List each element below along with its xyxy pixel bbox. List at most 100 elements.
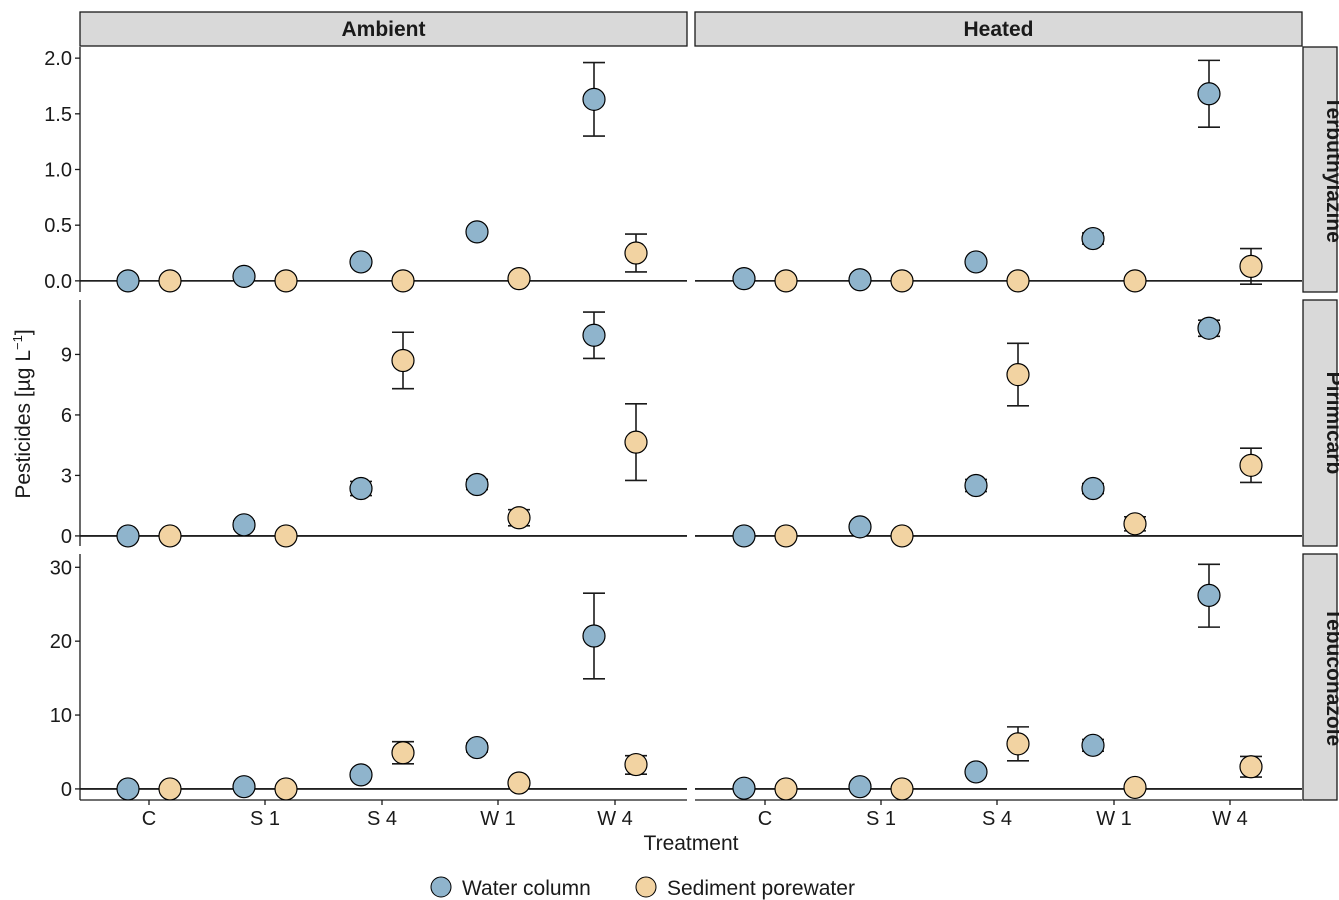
series-water-terbuthylazine-heated [732, 59, 1221, 292]
point-water [465, 735, 489, 760]
point-sediment [158, 524, 182, 548]
panel-tebuconazole-ambient [80, 592, 687, 801]
point-water [964, 473, 988, 498]
panel-pirimicarb-heated [695, 316, 1302, 548]
x-axes: C S 1 S 4 W 1 W 4 C S 1 S 4 W 1 W 4 [142, 800, 1248, 830]
point-sediment [774, 777, 798, 801]
point-water [732, 524, 756, 548]
point-sediment [507, 267, 531, 291]
y-tick-label: 1.0 [44, 160, 72, 182]
strip-ambient [79, 11, 688, 47]
y-tick-label: 9 [61, 344, 72, 366]
x-tick-label: C [758, 808, 772, 830]
y-axis-pirimicarb: 0 3 6 9 [61, 300, 81, 548]
point-water [1081, 226, 1105, 251]
panel-pirimicarb-ambient [80, 311, 687, 548]
x-tick-label: W 4 [1212, 808, 1248, 830]
x-tick-label: S 1 [250, 808, 280, 830]
y-axis-title-superscript: −1 [10, 335, 25, 350]
x-axis-title: Treatment [644, 832, 739, 855]
y-tick-label: 0.0 [44, 271, 72, 293]
y-tick-label: 0 [61, 779, 72, 801]
point-sediment [1123, 512, 1147, 536]
y-tick-label: 0 [61, 526, 72, 548]
panel-terbuthylazine-ambient [80, 61, 687, 293]
series-sediment-pirimicarb-heated [774, 342, 1263, 548]
point-sediment [774, 524, 798, 548]
y-tick-label: 20 [50, 631, 72, 653]
point-water [1197, 82, 1221, 106]
strip-tebuconazole [1302, 553, 1338, 801]
point-water [732, 267, 756, 291]
point-sediment [507, 506, 531, 530]
y-tick-label: 0.5 [44, 215, 72, 237]
series-sediment-tebuconazole-ambient [158, 740, 648, 801]
x-tick-label: W 1 [480, 808, 516, 830]
point-sediment [274, 524, 298, 548]
point-sediment [391, 348, 415, 373]
point-sediment [1123, 269, 1147, 293]
y-tick-label: 1.5 [44, 104, 72, 126]
strip-terbuthylazine [1302, 46, 1338, 293]
point-sediment [1239, 755, 1263, 779]
point-sediment [774, 269, 798, 293]
point-water [116, 524, 140, 548]
point-sediment [1239, 453, 1263, 477]
y-axis-tebuconazole: 0 10 20 30 [50, 554, 81, 801]
point-water [964, 760, 988, 784]
legend: Water column Sediment porewater [430, 876, 855, 900]
point-sediment [274, 777, 298, 801]
point-water [582, 87, 606, 111]
point-water [232, 775, 256, 799]
point-sediment [274, 269, 298, 293]
point-water [1081, 476, 1105, 501]
series-sediment-pirimicarb-ambient [158, 331, 648, 548]
strip-label-heated: Heated [963, 18, 1033, 41]
point-water [848, 775, 872, 799]
point-water [1197, 583, 1221, 607]
point-sediment [507, 771, 531, 795]
point-water [465, 472, 489, 497]
point-sediment [158, 777, 182, 801]
point-sediment [890, 269, 914, 293]
point-sediment [890, 777, 914, 801]
point-water [349, 476, 373, 501]
y-tick-label: 2.0 [44, 48, 72, 70]
x-tick-label: W 1 [1096, 808, 1132, 830]
point-sediment [1123, 775, 1147, 800]
y-axis-terbuthylazine: 0.0 0.5 1.0 1.5 2.0 [44, 47, 81, 293]
point-water [582, 624, 606, 648]
point-water [349, 250, 373, 274]
series-water-tebuconazole-heated [732, 563, 1221, 800]
series-water-terbuthylazine-ambient [116, 61, 606, 293]
strip-heated [694, 11, 1303, 47]
legend-key-sediment-porewater [635, 876, 657, 898]
point-sediment [624, 241, 648, 265]
legend-label-sediment-porewater: Sediment porewater [667, 877, 855, 900]
strip-label-ambient: Ambient [342, 18, 426, 41]
series-water-tebuconazole-ambient [116, 592, 606, 801]
strip-label-pirimicarb: Pirimicarb [1322, 372, 1339, 475]
y-tick-label: 6 [61, 405, 72, 427]
point-water [232, 264, 256, 289]
x-tick-label: S 1 [866, 808, 896, 830]
row-strips: Terbuthylazine Pirimicarb Tebuconazole [1302, 46, 1339, 801]
strip-label-tebuconazole: Tebuconazole [1322, 608, 1339, 746]
strip-label-terbuthylazine: Terbuthylazine [1322, 96, 1339, 243]
y-axis-title: Pesticides [µg L−1] [10, 329, 35, 498]
point-sediment [391, 741, 415, 765]
x-tick-label: C [142, 808, 156, 830]
series-water-pirimicarb-ambient [116, 311, 606, 548]
x-tick-label: S 4 [982, 808, 1012, 830]
legend-key-water-column [430, 876, 452, 898]
y-axes: 0.0 0.5 1.0 1.5 2.0 0 3 6 9 0 10 20 30 [44, 47, 81, 801]
x-axis-heated: C S 1 S 4 W 1 W 4 [758, 800, 1248, 830]
point-water [732, 776, 756, 800]
y-axis-title-main: Pesticides [µg L [12, 350, 35, 499]
y-tick-label: 10 [50, 705, 72, 727]
point-water [964, 250, 988, 274]
series-sediment-terbuthylazine-heated [774, 247, 1263, 293]
point-sediment [1006, 732, 1030, 756]
legend-label-water-column: Water column [462, 877, 591, 900]
